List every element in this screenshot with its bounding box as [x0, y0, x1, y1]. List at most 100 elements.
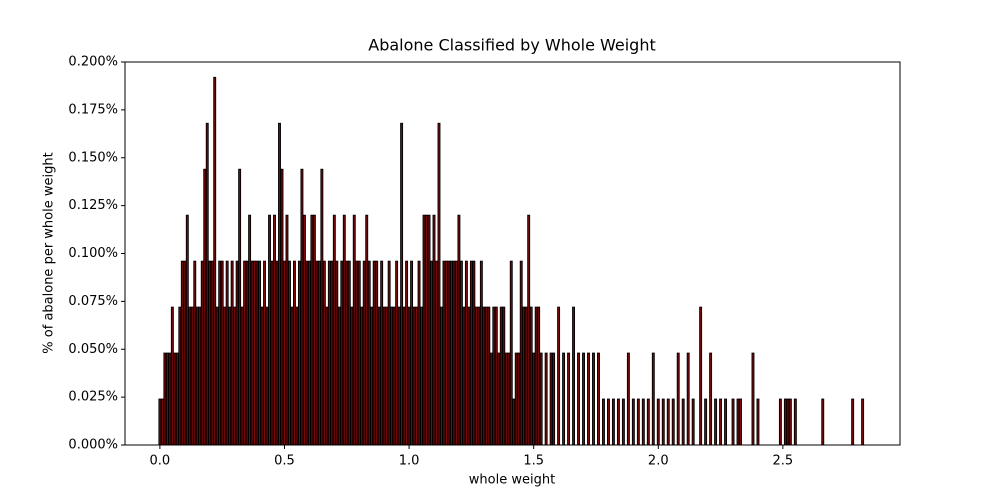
bar — [273, 214, 276, 446]
bar — [611, 398, 615, 446]
bar — [365, 214, 369, 446]
bar — [512, 398, 516, 446]
bar — [175, 352, 179, 446]
bar — [255, 260, 259, 446]
bar — [377, 306, 381, 446]
bar — [297, 260, 301, 446]
bar — [342, 214, 346, 446]
bar — [360, 306, 364, 446]
bar — [699, 306, 703, 446]
bar — [606, 398, 610, 446]
bar — [572, 306, 576, 446]
y-tick-label: 0.075% — [68, 294, 118, 309]
bar — [544, 352, 548, 446]
bar — [293, 260, 296, 446]
bar — [435, 260, 438, 446]
bar — [602, 398, 605, 446]
bar — [163, 352, 167, 446]
bar — [427, 214, 431, 446]
bar — [549, 352, 553, 446]
bar — [751, 352, 755, 446]
bar — [325, 306, 329, 446]
bar — [322, 260, 326, 446]
bar — [243, 260, 247, 446]
bar — [454, 260, 458, 446]
bar — [494, 306, 498, 446]
bar — [355, 260, 359, 446]
bar — [160, 398, 164, 446]
bar — [467, 306, 471, 446]
bar — [641, 398, 645, 446]
bar — [225, 260, 229, 446]
bar — [469, 260, 473, 446]
bar — [265, 306, 269, 446]
bar — [479, 260, 483, 446]
bar — [248, 214, 252, 446]
bar — [821, 398, 825, 446]
bar — [666, 398, 670, 446]
bar — [283, 260, 286, 446]
bar — [477, 306, 481, 446]
bar — [527, 214, 531, 446]
bar — [238, 168, 242, 446]
bar — [412, 306, 416, 446]
bar — [651, 352, 655, 446]
bar — [457, 214, 461, 446]
bar — [168, 352, 172, 446]
bar — [335, 260, 339, 446]
bar — [345, 260, 349, 446]
bar — [347, 260, 351, 446]
bar — [190, 306, 194, 446]
bar — [372, 260, 376, 446]
bar — [392, 306, 396, 446]
bar — [778, 398, 782, 446]
bar — [210, 260, 214, 446]
bar — [756, 398, 760, 446]
bar — [524, 306, 528, 446]
bar — [305, 260, 309, 446]
bar — [415, 306, 419, 446]
bar — [380, 260, 384, 446]
bar — [442, 260, 446, 446]
y-tick-label: 0.150% — [68, 150, 118, 165]
bar — [597, 352, 600, 446]
bar — [704, 398, 708, 446]
bar — [250, 260, 254, 446]
bar — [253, 260, 257, 446]
bar — [592, 352, 595, 446]
bar — [407, 306, 411, 446]
bar — [422, 214, 426, 446]
bar — [387, 260, 391, 446]
bar — [410, 260, 414, 446]
bar — [330, 260, 334, 446]
bar — [459, 260, 463, 446]
bar — [509, 260, 513, 446]
x-tick-label: 1.0 — [399, 454, 420, 469]
bar — [332, 214, 336, 446]
bar — [452, 260, 456, 446]
bar — [320, 168, 324, 446]
bar — [352, 214, 356, 446]
bar — [367, 260, 371, 446]
bar — [514, 352, 518, 446]
bar — [195, 306, 199, 446]
bar — [582, 352, 585, 446]
y-tick-label: 0.175% — [68, 102, 118, 117]
x-tick-label: 1.5 — [523, 454, 544, 469]
bar — [449, 260, 453, 446]
bar — [681, 398, 685, 446]
bar — [278, 122, 281, 446]
bar — [188, 306, 192, 446]
bar — [676, 352, 680, 446]
bar — [218, 260, 222, 446]
bar — [646, 398, 650, 446]
bar — [793, 398, 797, 446]
bar — [307, 260, 311, 446]
bar — [577, 352, 580, 446]
bar — [557, 306, 561, 446]
bar — [522, 306, 526, 446]
bar — [537, 306, 541, 446]
bar — [382, 306, 386, 446]
bar — [200, 260, 204, 446]
bar — [397, 306, 401, 446]
